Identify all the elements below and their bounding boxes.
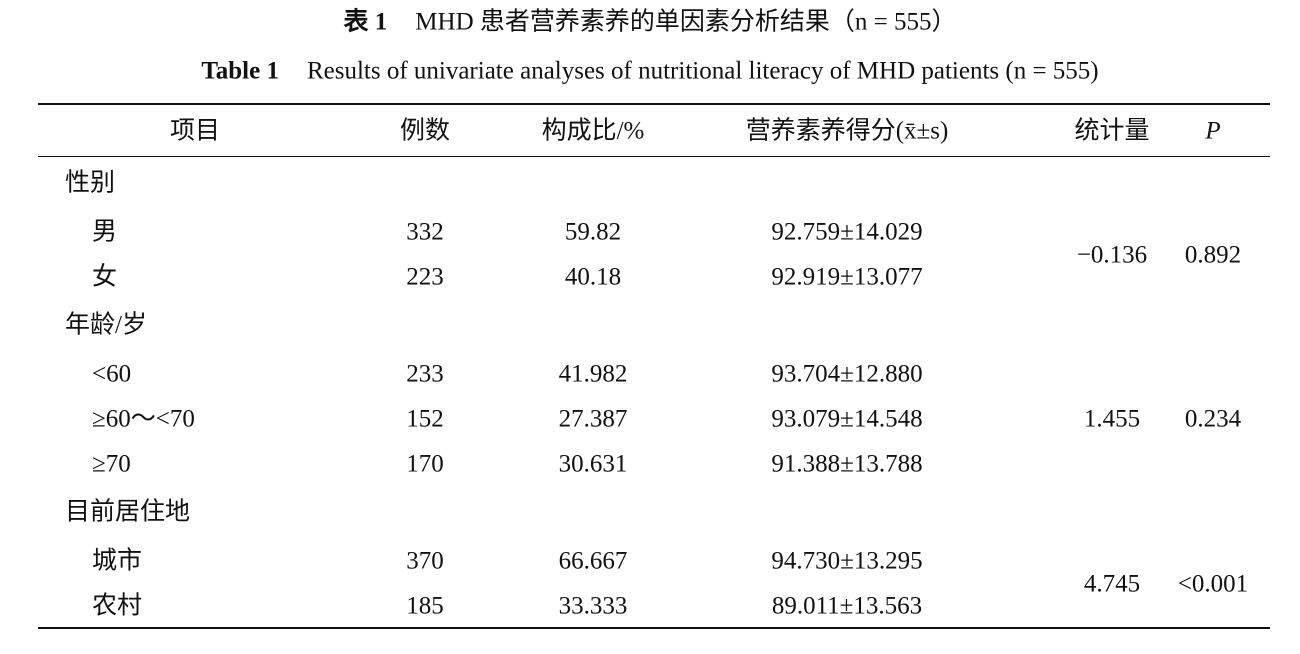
caption-label: Table 1 (201, 57, 279, 85)
cell: 94.730±13.295 (771, 547, 923, 575)
caption-label: 表 1 (343, 8, 388, 36)
cell: 332 (406, 218, 444, 246)
column-header: 项目 (169, 117, 221, 145)
statistic: 1.455 (1083, 405, 1141, 433)
cell: 170 (406, 450, 444, 478)
cell: 89.011±13.563 (771, 592, 923, 620)
column-header: 例数 (399, 117, 451, 145)
statistic: 4.745 (1083, 570, 1141, 597)
cell: 66.667 (558, 547, 628, 575)
column-header: 营养素养得分(x̄±s) (745, 117, 949, 145)
caption-text: Results of univariate analyses of nutrit… (306, 57, 1099, 85)
cell: 370 (406, 547, 444, 575)
column-header: P (1205, 117, 1221, 145)
group-label: 目前居住地 (65, 498, 191, 526)
row-label: ≥70 (92, 450, 131, 478)
group-label: 年龄/岁 (65, 311, 147, 339)
cell: 185 (406, 592, 444, 620)
cell: 93.704±12.880 (771, 360, 923, 388)
cell: 233 (406, 360, 444, 388)
row-label: <60 (92, 360, 132, 388)
cell: 92.919±13.077 (771, 263, 923, 291)
cell: 93.079±14.548 (771, 405, 923, 433)
cell: 59.82 (564, 218, 622, 246)
column-header: 构成比/% (541, 117, 645, 145)
cell: 30.631 (558, 450, 628, 478)
p-value: 0.234 (1184, 405, 1242, 433)
statistic: −0.136 (1076, 241, 1148, 268)
row-label: 城市 (92, 547, 143, 575)
row-label: 农村 (92, 592, 143, 620)
cell: 33.333 (558, 592, 628, 620)
caption-cn: 表 1 MHD 患者营养素养的单因素分析结果（n = 555） (344, 10, 957, 35)
bottom-rule (38, 627, 1270, 629)
cell: 92.759±14.029 (771, 218, 923, 246)
group-label: 性别 (65, 169, 116, 197)
row-label: 男 (92, 218, 118, 246)
caption-en: Table 1 Results of univariate analyses of… (201, 59, 1098, 84)
cell: 40.18 (564, 263, 622, 291)
header-rule (38, 156, 1270, 157)
cell: 91.388±13.788 (771, 450, 923, 478)
cell: 152 (406, 405, 444, 433)
cell: 223 (406, 263, 444, 291)
p-value: 0.892 (1184, 241, 1242, 268)
row-label: 女 (92, 263, 118, 291)
caption-text: MHD 患者营养素养的单因素分析结果（n = 555） (415, 8, 957, 36)
top-rule (38, 103, 1270, 105)
p-value: <0.001 (1177, 570, 1249, 597)
cell: 27.387 (558, 405, 628, 433)
row-label: ≥60～<70 (92, 405, 195, 433)
column-header: 统计量 (1074, 117, 1150, 145)
cell: 41.982 (558, 360, 628, 388)
